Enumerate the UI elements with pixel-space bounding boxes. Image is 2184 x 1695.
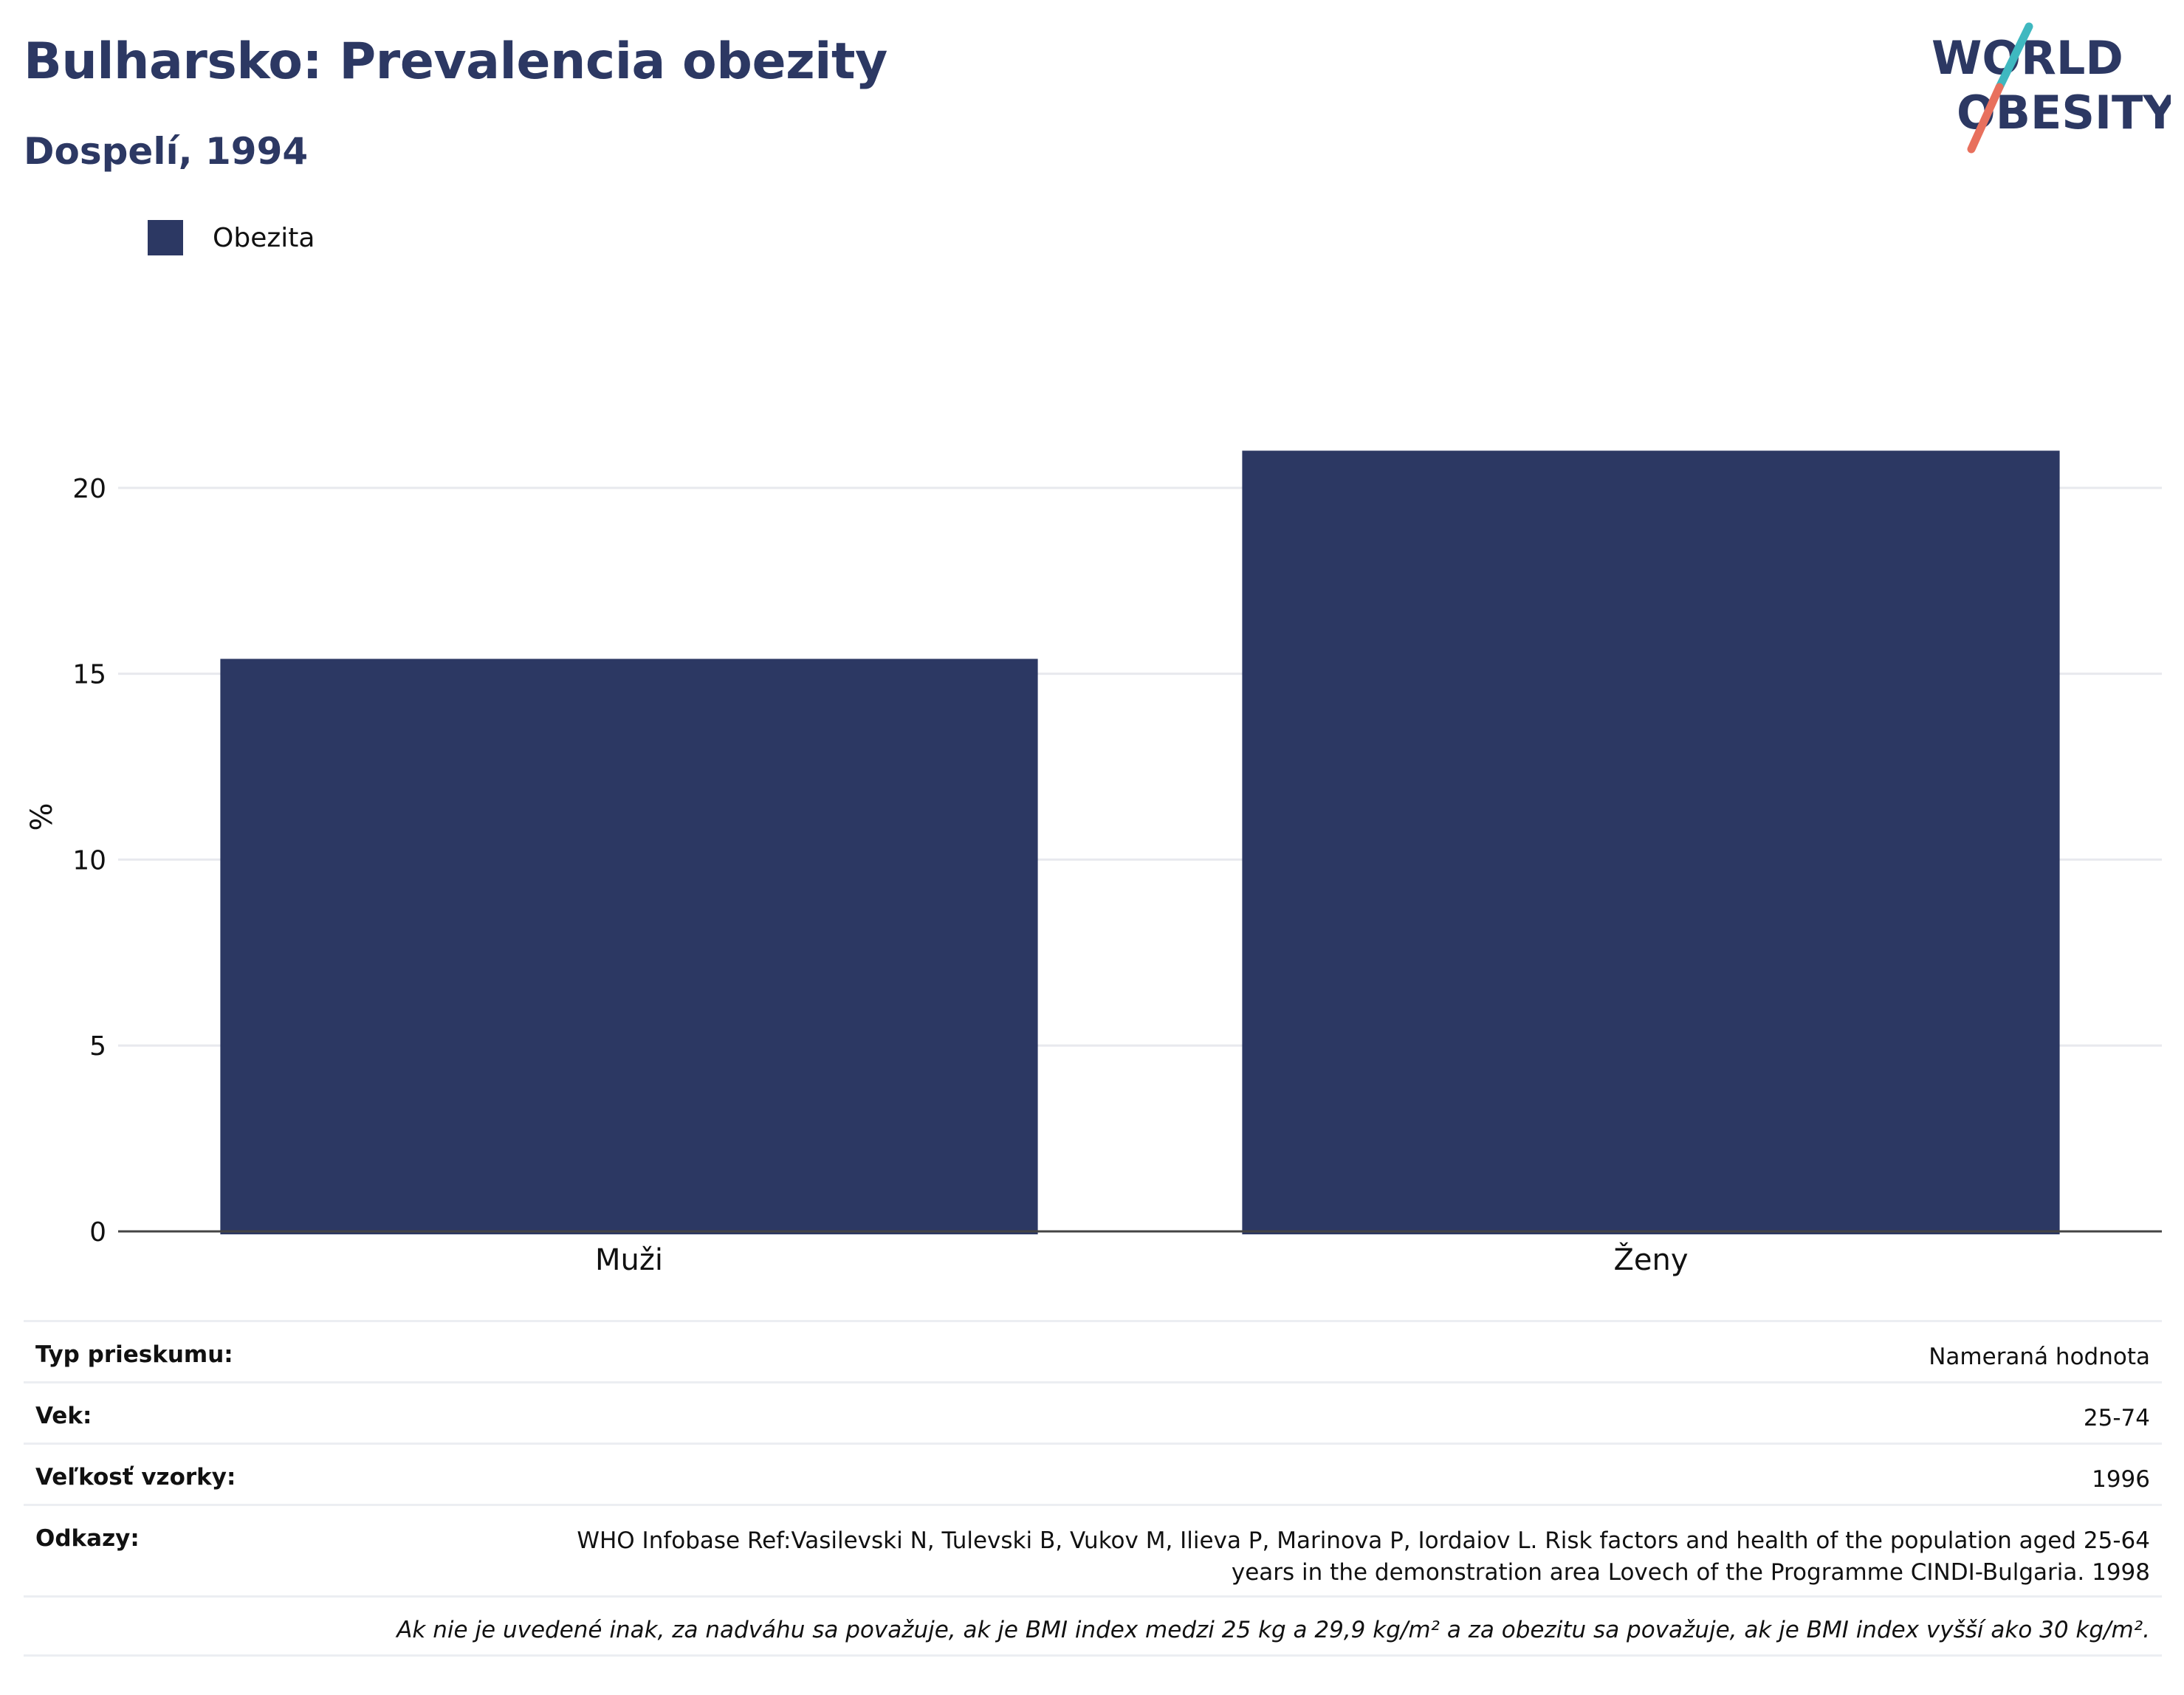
y-tick-label: 20 xyxy=(72,474,106,504)
chart-subtitle: Dospelí, 1994 xyxy=(24,130,309,173)
x-tick-label: Muži xyxy=(595,1243,663,1277)
bmi-definition-note: Ak nie je uvedené inak, za nadváhu sa po… xyxy=(396,1617,2150,1643)
info-value: Nameraná hodnota xyxy=(1929,1344,2150,1370)
info-label: Odkazy: xyxy=(35,1525,140,1552)
y-tick-label: 5 xyxy=(89,1031,106,1062)
chart-title: Bulharsko: Prevalencia obezity xyxy=(24,32,887,91)
legend-label-obezita: Obezita xyxy=(213,222,315,253)
bar-chart: 0 5 10 15 20% Muži Ženy xyxy=(25,450,2162,1277)
info-value: 25-74 xyxy=(2083,1405,2150,1431)
info-row-references: Odkazy: WHO Infobase Ref:Vasilevski N, T… xyxy=(24,1504,2162,1595)
world-obesity-logo: WORLD OBESITY xyxy=(1931,22,2171,154)
info-value: WHO Infobase Ref:Vasilevski N, Tulevski … xyxy=(577,1527,2150,1586)
x-tick-label: Ženy xyxy=(1613,1242,1688,1277)
y-tick-label: 0 xyxy=(89,1217,106,1248)
info-row-sample-size: Veľkosť vzorky: 1996 xyxy=(24,1443,2162,1504)
info-row-age: Vek: 25-74 xyxy=(24,1381,2162,1443)
logo-slash-coral xyxy=(1967,83,2004,154)
info-label: Veľkosť vzorky: xyxy=(35,1464,236,1491)
info-value: 1996 xyxy=(2092,1466,2150,1493)
bar-0 xyxy=(220,659,1038,1234)
y-tick-label: 10 xyxy=(72,845,106,876)
survey-info-table: Typ prieskumu: Nameraná hodnota Vek: 25-… xyxy=(24,1320,2162,1657)
info-row-survey-type: Typ prieskumu: Nameraná hodnota xyxy=(24,1320,2162,1381)
bar-1 xyxy=(1242,450,2060,1235)
info-row-bmi-note: Ak nie je uvedené inak, za nadváhu sa po… xyxy=(24,1595,2162,1657)
info-label: Vek: xyxy=(35,1403,92,1429)
legend: Obezita xyxy=(148,220,315,255)
logo-slash-teal xyxy=(1995,22,2033,92)
info-label: Typ prieskumu: xyxy=(35,1341,233,1368)
logo-line1: WORLD xyxy=(1931,31,2123,85)
legend-swatch-obezita xyxy=(148,220,183,255)
y-tick-label: 15 xyxy=(72,660,106,690)
y-axis-label: % xyxy=(25,802,59,831)
